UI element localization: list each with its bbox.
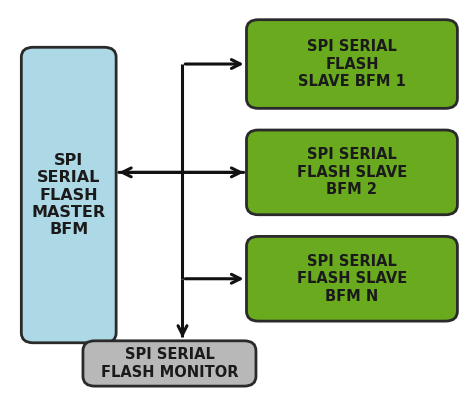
FancyBboxPatch shape [246, 130, 457, 215]
FancyBboxPatch shape [246, 20, 457, 108]
FancyBboxPatch shape [83, 341, 256, 386]
FancyBboxPatch shape [21, 47, 116, 343]
Text: SPI
SERIAL
FLASH
MASTER
BFM: SPI SERIAL FLASH MASTER BFM [32, 153, 106, 237]
Text: SPI SERIAL
FLASH
SLAVE BFM 1: SPI SERIAL FLASH SLAVE BFM 1 [298, 39, 406, 89]
Text: SPI SERIAL
FLASH SLAVE
BFM 2: SPI SERIAL FLASH SLAVE BFM 2 [297, 147, 407, 197]
Text: SPI SERIAL
FLASH SLAVE
BFM N: SPI SERIAL FLASH SLAVE BFM N [297, 254, 407, 304]
Text: SPI SERIAL
FLASH MONITOR: SPI SERIAL FLASH MONITOR [100, 347, 238, 380]
FancyBboxPatch shape [246, 236, 457, 321]
